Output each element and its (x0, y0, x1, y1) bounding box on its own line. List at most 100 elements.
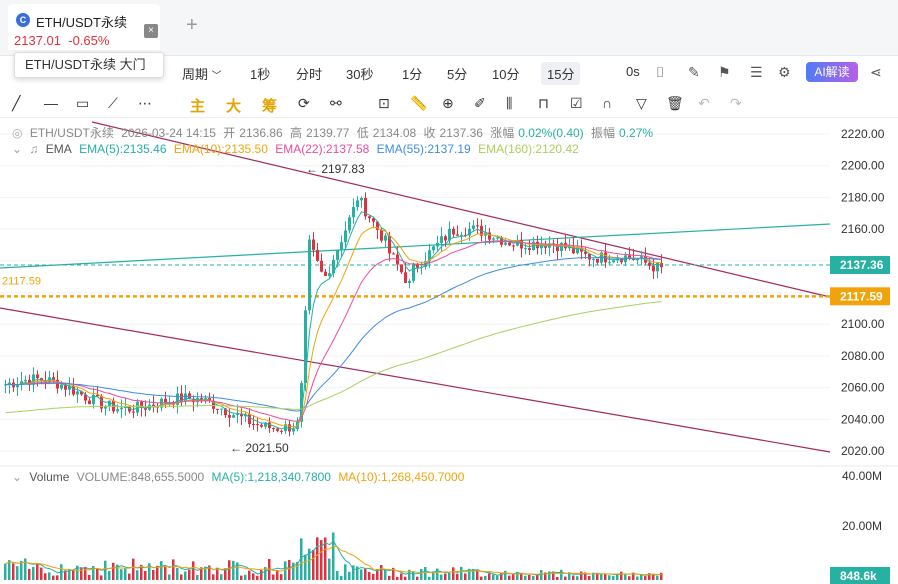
candle-body (216, 408, 219, 410)
high-label: 高 (290, 126, 303, 140)
trash-icon[interactable]: 🗑 (666, 95, 684, 111)
candle-body (436, 242, 439, 247)
tab-bar: C ETH/USDT永续 × 2137.01 -0.65% + (0, 0, 898, 56)
volume-bar (496, 575, 499, 580)
candle-body (152, 404, 155, 407)
volume-bar (140, 564, 143, 580)
rectangle-tool-icon[interactable]: ▭ (76, 95, 90, 111)
tab-title: ETH/USDT永续 (36, 15, 128, 30)
tab-eth-usdt[interactable]: C ETH/USDT永续 × 2137.01 -0.65% (8, 4, 160, 50)
candle-body (288, 424, 291, 432)
volume-bar (384, 569, 387, 580)
trend-lines[interactable]: 2117.59 (0, 121, 831, 453)
volume-bar (12, 563, 15, 580)
eye-icon[interactable]: ◎ (12, 126, 23, 140)
main-chip-button[interactable]: 主 (190, 98, 206, 115)
line-tool-icon[interactable]: ╱ (12, 95, 21, 111)
candle-body (348, 217, 351, 231)
volume-bar (104, 560, 107, 580)
layout-icon[interactable]: ⊡ (378, 95, 390, 111)
zoom-icon[interactable]: ⊕ (442, 95, 454, 111)
lower-trendline[interactable] (0, 307, 831, 453)
candle-body (460, 234, 463, 236)
note-icon[interactable]: ☑ (570, 95, 583, 111)
share-icon[interactable]: ⋖ (870, 64, 882, 80)
redo-icon[interactable]: ↷ (730, 95, 742, 111)
volume-bar (560, 569, 563, 580)
drawing-toolbar: ╱ — ▭ ⟋ ⋯ 主 大 筹 ⟳ ⚯ ⊡ 📏 ⊕ ✐ ⫼ ⊓ ☑ ∩ ▽ 🗑 … (0, 90, 898, 118)
volume-bar (652, 573, 655, 580)
countdown: 0s (626, 64, 640, 79)
ai-analysis-button[interactable]: AI解读 (806, 62, 858, 82)
candlestick-chart[interactable]: 2117.59 2220.002200.002180.002160.002140… (0, 120, 898, 584)
horizontal-ray-line[interactable] (0, 223, 831, 269)
candle-body (368, 216, 371, 219)
volume-bar (92, 566, 95, 580)
low-value: 2134.08 (372, 126, 417, 140)
chip-distribution-button[interactable]: 筹 (262, 98, 278, 115)
ray-tool-icon[interactable]: ⟋ (108, 95, 118, 111)
candle-body (576, 247, 579, 254)
volume-bar (660, 572, 663, 580)
add-tab-button[interactable]: + (186, 14, 198, 36)
collapse-chevron-icon[interactable]: ⌄ (12, 470, 23, 484)
compare-icon[interactable]: ⚯ (330, 95, 342, 111)
volume-bar (392, 567, 395, 580)
volume-bar (544, 572, 547, 580)
bell-icon[interactable]: ♫ (29, 142, 39, 156)
filter-icon[interactable]: ▽ (636, 95, 647, 111)
candle-body (572, 246, 575, 254)
candle-body (656, 262, 659, 272)
undo-icon[interactable]: ↶ (698, 95, 710, 111)
volume-bar (352, 565, 355, 580)
level-price-tag: 2117.59 (840, 289, 883, 303)
horizontal-line-tool-icon[interactable]: — (44, 95, 58, 111)
lock-icon[interactable]: ⊓ (538, 95, 549, 111)
close-icon[interactable]: × (144, 24, 158, 38)
volume-bar (636, 576, 639, 580)
timeframe-15m[interactable]: 15分 (541, 62, 581, 85)
volume-bar (36, 563, 39, 580)
period-dropdown[interactable]: 周期 ﹀ (182, 64, 222, 83)
candle-body (316, 249, 319, 261)
volume-bar (416, 576, 419, 580)
timeframe-10m[interactable]: 10分 (492, 67, 520, 82)
volume-bar (432, 571, 435, 580)
timeframe-line[interactable]: 分时 (296, 67, 323, 82)
camera-icon[interactable]: ⌷ (656, 64, 665, 80)
candle-type-icon[interactable]: ⫼ (506, 95, 513, 111)
volume-bar (28, 568, 31, 580)
volume-bar (44, 573, 47, 580)
collapse-chevron-icon[interactable]: ⌄ (12, 142, 23, 156)
timeframe-1s[interactable]: 1秒 (250, 67, 271, 82)
timeframe-5m[interactable]: 5分 (447, 67, 468, 82)
flag-icon[interactable]: ⚑ (718, 64, 731, 80)
candle-body (360, 197, 363, 201)
volume-bar (336, 571, 339, 580)
indicator-icon[interactable]: ⟳ (298, 95, 310, 111)
candle-body (384, 235, 387, 241)
candle-body (432, 246, 435, 251)
upper-trendline[interactable] (91, 121, 831, 298)
timeframe-1m[interactable]: 1分 (402, 67, 423, 82)
pen-icon[interactable]: ✎ (688, 64, 700, 80)
volume-bar (304, 554, 307, 580)
volume-bar (340, 575, 343, 580)
candle-body (464, 234, 467, 236)
volume-bar (72, 569, 75, 580)
timeframe-30s[interactable]: 30秒 (346, 67, 374, 82)
volume-bar (484, 575, 487, 580)
list-icon[interactable]: ☰ (750, 64, 763, 80)
current-volume-tag: 848.6k (840, 569, 877, 583)
magnet-icon[interactable]: ∩ (602, 95, 613, 111)
volume-bar (520, 573, 523, 580)
more-tools-icon[interactable]: ⋯ (138, 95, 152, 111)
volume-bar (420, 569, 423, 580)
candle-body (292, 428, 295, 432)
large-order-button[interactable]: 大 (226, 98, 242, 115)
ruler-icon[interactable]: 📏 (410, 95, 428, 111)
change-value: 0.02%(0.40) (518, 126, 584, 140)
volume-bar (452, 567, 455, 580)
brush-icon[interactable]: ✐ (474, 95, 486, 111)
settings-icon[interactable]: ⚙ (778, 64, 791, 80)
